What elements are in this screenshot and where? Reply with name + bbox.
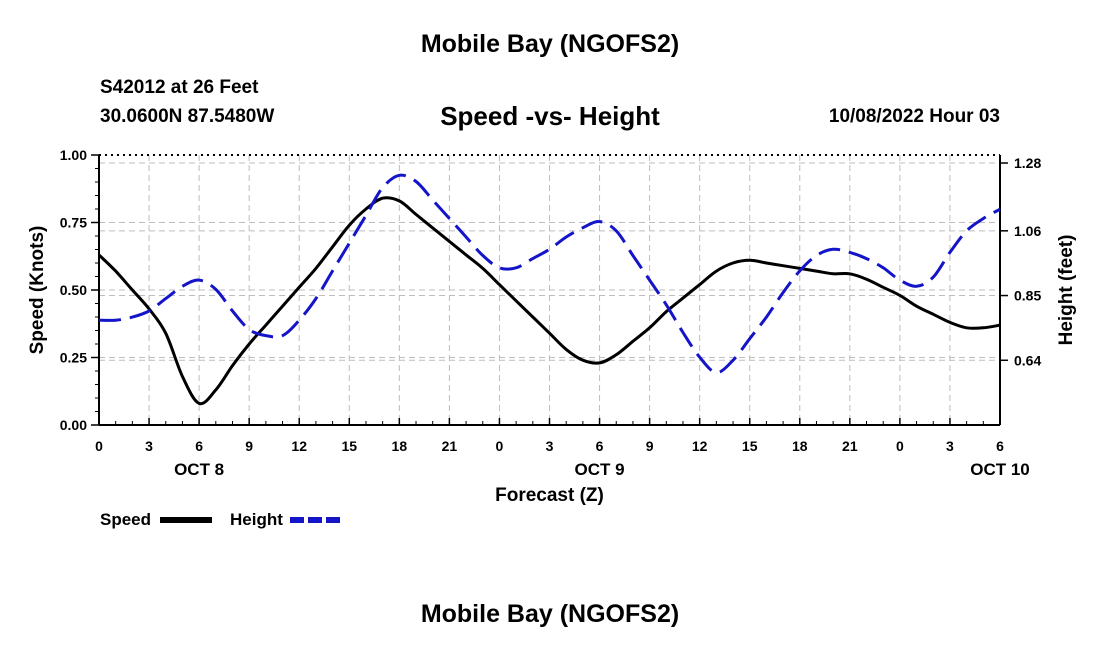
x-tick-label: 18	[392, 438, 408, 454]
datetime-label: 10/08/2022 Hour 03	[828, 106, 1000, 127]
x-tick-label: 21	[442, 438, 458, 454]
y-right-tick-label: 0.64	[1014, 352, 1041, 368]
x-tick-label: 0	[95, 438, 103, 454]
x-tick-label: 6	[996, 438, 1004, 454]
coordinates-label: 30.0600N 87.5480W	[100, 106, 275, 127]
x-tick-label: 18	[792, 438, 808, 454]
legend-label-speed: Speed	[100, 510, 151, 529]
y-left-axis-title: Speed (Knots)	[27, 226, 48, 355]
x-tick-label: 0	[896, 438, 904, 454]
footer-title: Mobile Bay (NGOFS2)	[420, 600, 680, 628]
page-title: Mobile Bay (NGOFS2)	[420, 30, 680, 58]
y-left-tick-label: 1.00	[60, 147, 87, 163]
series-line-speed	[97, 196, 1001, 406]
y-right-tick-label: 1.28	[1014, 155, 1041, 171]
y-left-tick-label: 0.50	[60, 282, 87, 298]
x-tick-label: 15	[742, 438, 758, 454]
y-right-tick-label: 1.06	[1014, 223, 1041, 239]
x-date-label: OCT 9	[575, 460, 625, 479]
x-date-label: OCT 8	[174, 460, 224, 479]
y-left-tick-label: 0.00	[60, 417, 87, 433]
x-axis-title: Forecast (Z)	[495, 485, 604, 506]
x-tick-label: 9	[245, 438, 253, 454]
x-tick-label: 15	[341, 438, 357, 454]
station-label: S42012 at 26 Feet	[100, 77, 259, 98]
y-left-tick-label: 0.75	[60, 215, 87, 231]
x-tick-label: 12	[692, 438, 708, 454]
x-tick-label: 3	[546, 438, 554, 454]
y-right-axis-title: Height (feet)	[1056, 235, 1077, 346]
x-date-label: OCT 10	[970, 460, 1030, 479]
y-right-tick-label: 0.85	[1014, 288, 1041, 304]
x-tick-label: 6	[195, 438, 203, 454]
x-tick-label: 12	[291, 438, 307, 454]
legend-label-height: Height	[230, 510, 283, 529]
x-tick-label: 3	[946, 438, 954, 454]
y-left-tick-label: 0.25	[60, 350, 87, 366]
x-tick-label: 9	[646, 438, 654, 454]
x-tick-label: 0	[496, 438, 504, 454]
x-tick-label: 6	[596, 438, 604, 454]
x-tick-label: 3	[145, 438, 153, 454]
series-line-height	[98, 173, 1001, 375]
chart-subtitle: Speed -vs- Height	[440, 101, 660, 131]
x-tick-label: 21	[842, 438, 858, 454]
